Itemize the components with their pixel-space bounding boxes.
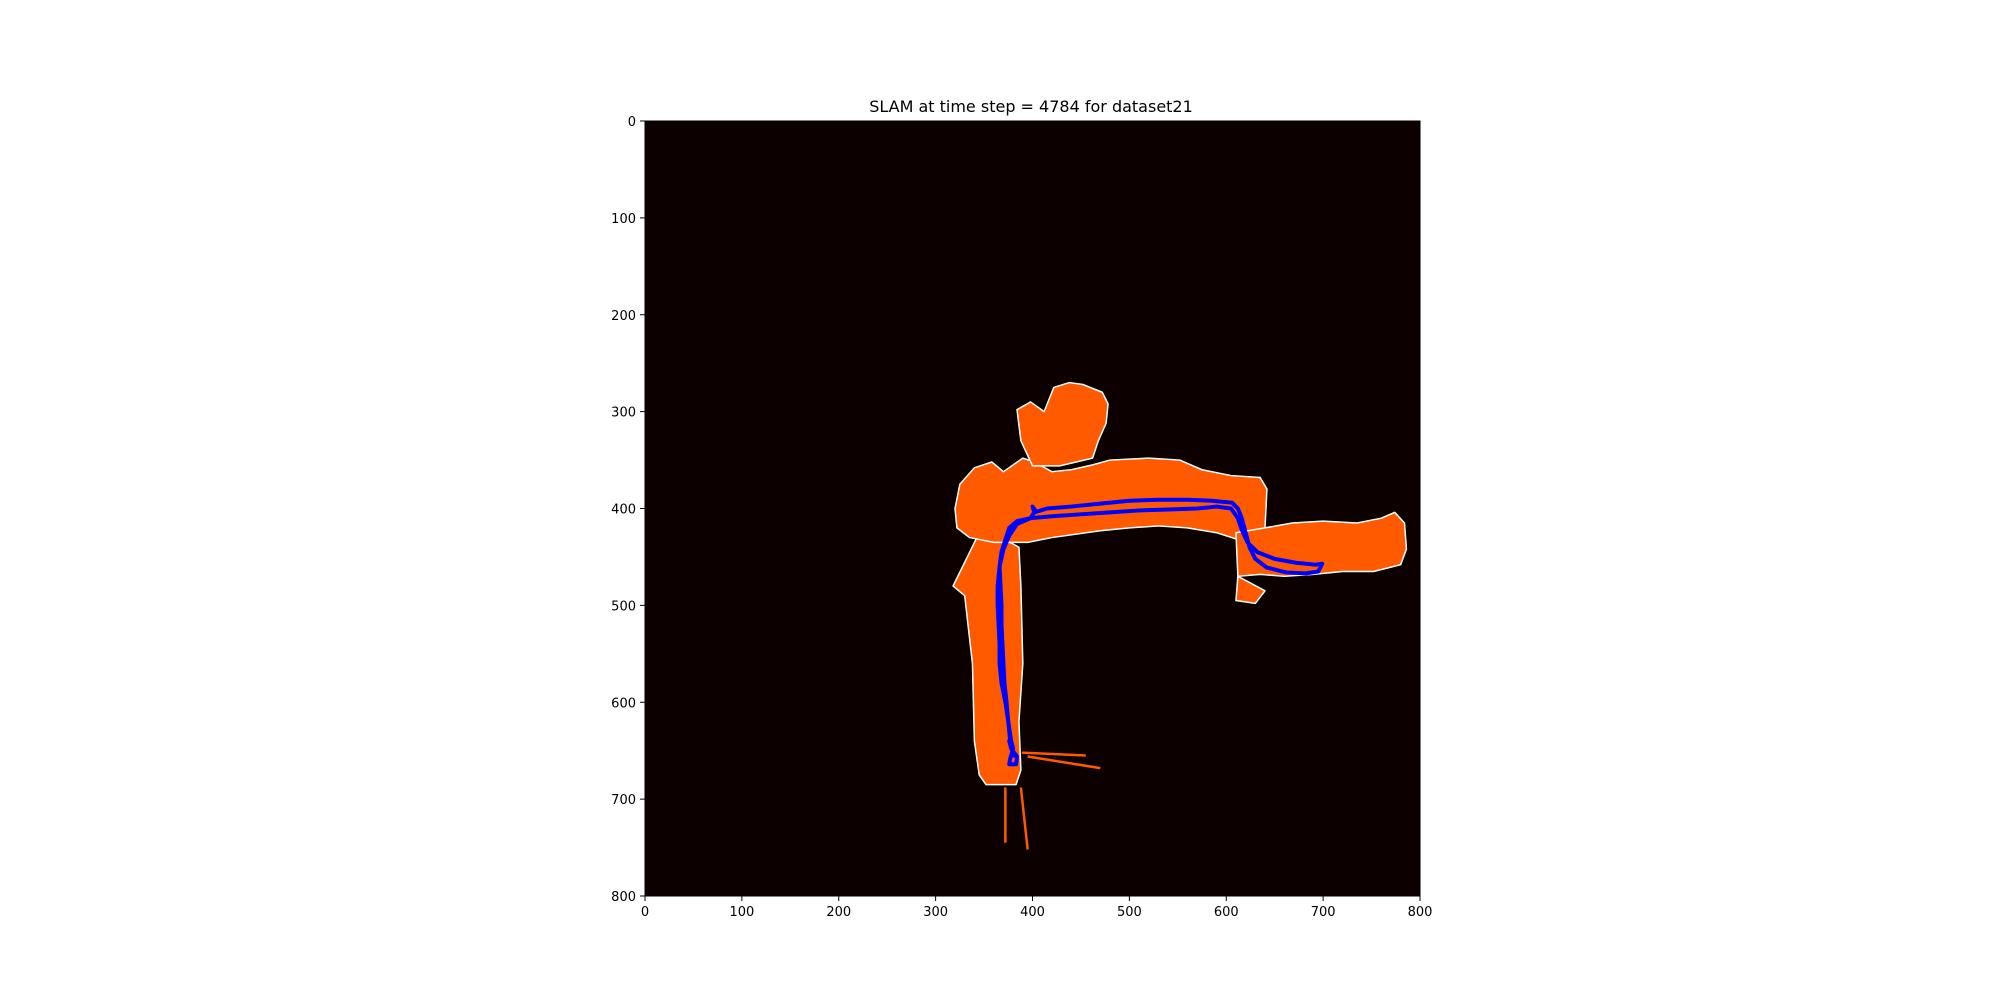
y-axis: 0 100 200 300 400 500 600 700 800 xyxy=(611,115,645,905)
map-region-east-room xyxy=(1235,511,1408,605)
x-tick-label: 600 xyxy=(1214,905,1239,920)
y-tick-label: 500 xyxy=(611,599,636,614)
y-tick-label: 400 xyxy=(611,503,636,518)
map-ray-1 xyxy=(1027,755,1101,770)
map-region-north-room xyxy=(1016,381,1109,467)
x-tick-label: 200 xyxy=(826,905,851,920)
x-tick-label: 700 xyxy=(1311,905,1336,920)
x-tick-label: 300 xyxy=(923,905,948,920)
x-tick-label: 500 xyxy=(1117,905,1142,920)
x-tick-label: 400 xyxy=(1020,905,1045,920)
y-tick-label: 100 xyxy=(611,212,636,227)
y-tick-label: 0 xyxy=(628,115,636,130)
map-region-west-hall xyxy=(954,457,1268,544)
y-tick-label: 800 xyxy=(611,890,636,905)
y-tick-label: 200 xyxy=(611,309,636,324)
y-tick-label: 600 xyxy=(611,696,636,711)
y-tick-label: 700 xyxy=(611,793,636,808)
x-axis: 0 100 200 300 400 500 600 700 800 xyxy=(641,896,1433,920)
map-ray-0 xyxy=(1021,751,1086,757)
trajectory-layer xyxy=(995,497,1325,767)
x-tick-label: 800 xyxy=(1408,905,1433,920)
x-tick-label: 100 xyxy=(729,905,754,920)
x-tick-label: 0 xyxy=(641,905,649,920)
y-tick-label: 300 xyxy=(611,406,636,421)
robot-trajectory xyxy=(995,497,1325,767)
chart-title: SLAM at time step = 4784 for dataset21 xyxy=(869,97,1193,116)
map-ray-3 xyxy=(1019,787,1029,850)
